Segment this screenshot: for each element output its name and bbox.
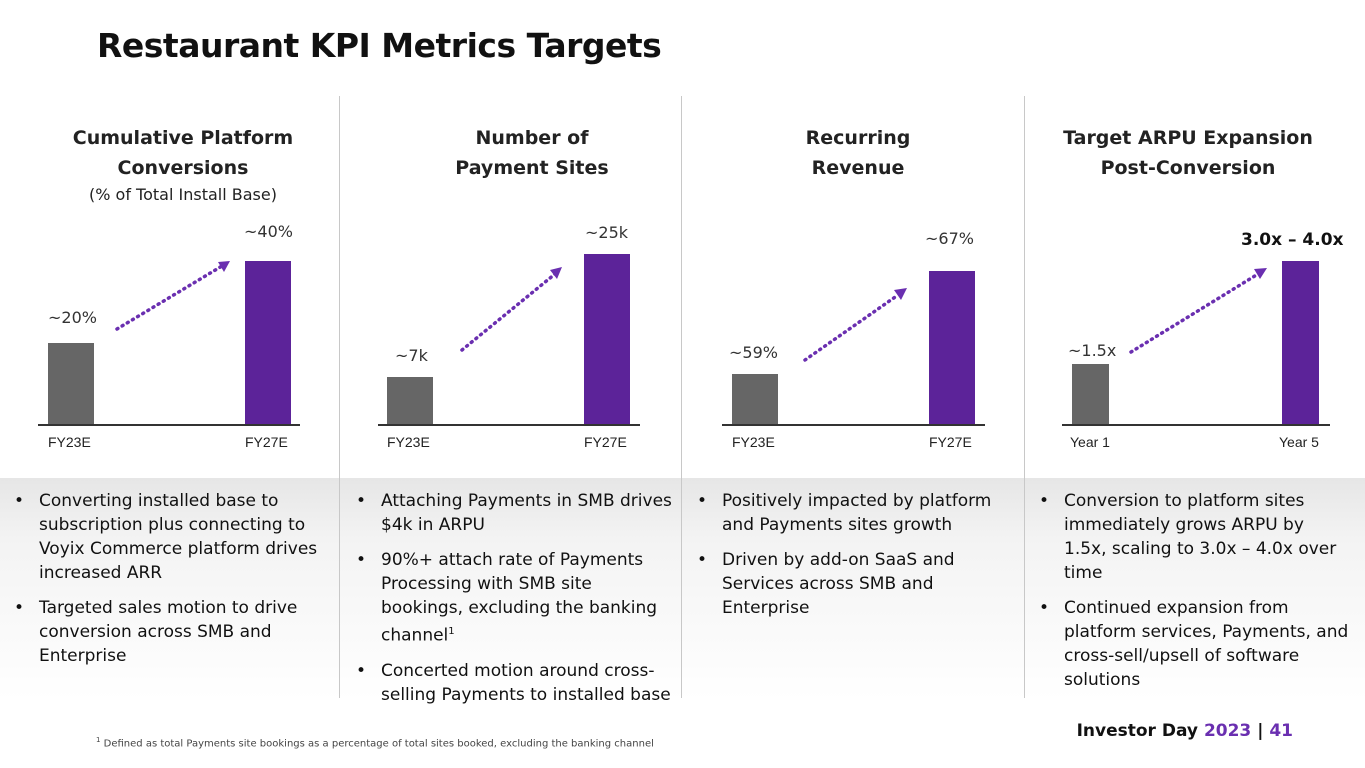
page-number: 41 xyxy=(1269,721,1293,741)
bullet-item: • Positively impacted by platform and Pay… xyxy=(697,489,1009,537)
bar-fy27e xyxy=(929,271,975,425)
bullet-text: Attaching Payments in SMB drives $4k in … xyxy=(381,491,672,535)
bullet-item: • Targeted sales motion to drive conversi… xyxy=(14,596,330,668)
growth-arrow-icon xyxy=(460,267,562,352)
bullet-item: • Continued expansion from platform servi… xyxy=(1039,596,1351,692)
footnote-marker: 1 xyxy=(96,736,101,744)
value-label: ~20% xyxy=(48,308,97,327)
bullet-text: Conversion to platform sites immediately… xyxy=(1064,491,1337,583)
category-label: FY27E xyxy=(584,434,627,450)
bullet-item: • Driven by add-on SaaS and Services acro… xyxy=(697,548,1009,620)
bullet-dot: • xyxy=(14,491,25,511)
value-label: ~7k xyxy=(395,346,428,365)
bullet-dot: • xyxy=(697,491,708,511)
footer-year: 2023 xyxy=(1203,721,1252,741)
bullet-dot: • xyxy=(1039,598,1050,618)
bullet-dot: • xyxy=(14,598,25,618)
value-label: 3.0x – 4.0x xyxy=(1241,230,1344,250)
bar-year-5 xyxy=(1282,261,1319,425)
category-label: Year 1 xyxy=(1070,434,1110,450)
column-title-line: Cumulative Platform xyxy=(72,127,294,149)
bullet-dot: • xyxy=(697,550,708,570)
value-label: ~40% xyxy=(244,222,293,241)
column-title-line: Conversions xyxy=(117,157,249,179)
column-title-line: Target ARPU Expansion xyxy=(1063,127,1313,149)
column-title-line: Revenue xyxy=(811,157,905,179)
category-label: FY27E xyxy=(245,434,288,450)
bullet-list: • Conversion to platform sites immediatel… xyxy=(1039,489,1351,703)
footnote-marker: 1 xyxy=(448,626,455,637)
bullet-list: • Positively impacted by platform and Pay… xyxy=(697,489,1009,631)
category-label: FY23E xyxy=(48,434,91,450)
bullet-item: • Converting installed base to subscripti… xyxy=(14,489,330,585)
category-label: Year 5 xyxy=(1279,434,1319,450)
footer-event: Investor Day xyxy=(1076,721,1199,741)
chart-axis xyxy=(38,424,300,426)
column-title: Cumulative Platform Conversions xyxy=(38,123,328,183)
footnote-text: Defined as total Payments site bookings … xyxy=(103,738,654,750)
value-label: ~67% xyxy=(925,229,974,248)
bullet-list: • Converting installed base to subscripti… xyxy=(14,489,330,679)
growth-arrow-icon xyxy=(803,288,907,362)
bar-fy23e xyxy=(48,343,94,425)
growth-arrow-icon xyxy=(115,261,230,331)
bar-fy23e xyxy=(387,377,433,425)
column-title-line: Number of xyxy=(475,127,589,149)
bar-fy23e xyxy=(732,374,778,425)
footnote: 1 Defined as total Payments site booking… xyxy=(96,736,654,749)
column-title-line: Payment Sites xyxy=(455,157,609,179)
page-title: Restaurant KPI Metrics Targets xyxy=(97,26,662,65)
column-divider xyxy=(1024,96,1025,698)
bullet-text: Targeted sales motion to drive conversio… xyxy=(39,598,298,666)
bullet-item: • Conversion to platform sites immediatel… xyxy=(1039,489,1351,585)
footer-separator: | xyxy=(1257,721,1264,741)
bullets-background xyxy=(0,478,1365,700)
bullet-dot: • xyxy=(356,660,367,681)
bullet-item: • 90%+ attach rate of Payments Processing… xyxy=(356,548,674,648)
column-subtitle: (% of Total Install Base) xyxy=(89,185,277,204)
column-title: Target ARPU Expansion Post-Conversion xyxy=(1038,123,1338,183)
value-label: ~25k xyxy=(585,223,629,242)
bullet-text: 90%+ attach rate of Payments Processing … xyxy=(381,550,658,646)
category-label: FY27E xyxy=(929,434,972,450)
bullet-text: Continued expansion from platform servic… xyxy=(1064,598,1349,690)
bullet-dot: • xyxy=(1039,491,1050,511)
bar-fy27e xyxy=(245,261,291,425)
value-label: ~1.5x xyxy=(1068,341,1117,360)
bullet-item: • Attaching Payments in SMB drives $4k in… xyxy=(356,489,674,537)
column-title-line: Recurring xyxy=(805,127,911,149)
category-label: FY23E xyxy=(387,434,430,450)
value-label: ~59% xyxy=(729,343,778,362)
column-title: Number of Payment Sites xyxy=(382,123,682,183)
bullet-text: Driven by add-on SaaS and Services acros… xyxy=(722,550,955,618)
chart-axis xyxy=(1062,424,1330,426)
bullet-dot: • xyxy=(356,550,367,570)
column-title-line: Post-Conversion xyxy=(1100,157,1276,179)
bullet-text: Concerted motion around cross-selling Pa… xyxy=(381,660,671,705)
chart-axis xyxy=(722,424,985,426)
bullet-list: • Attaching Payments in SMB drives $4k in… xyxy=(356,489,674,718)
column-divider xyxy=(681,96,682,698)
bullet-item: • Concerted motion around cross-selling P… xyxy=(356,659,674,707)
bullet-text: Positively impacted by platform and Paym… xyxy=(722,491,992,535)
bullet-text: Converting installed base to subscriptio… xyxy=(39,491,318,583)
bar-year-1 xyxy=(1072,364,1109,425)
chart-axis xyxy=(378,424,640,426)
growth-arrow-icon xyxy=(1129,268,1267,354)
bar-fy27e xyxy=(584,254,630,425)
bullet-dot: • xyxy=(356,491,367,511)
page-footer: Investor Day 2023 | 41 xyxy=(1077,721,1293,741)
category-label: FY23E xyxy=(732,434,775,450)
column-title: Recurring Revenue xyxy=(708,123,1008,183)
column-divider xyxy=(339,96,340,698)
